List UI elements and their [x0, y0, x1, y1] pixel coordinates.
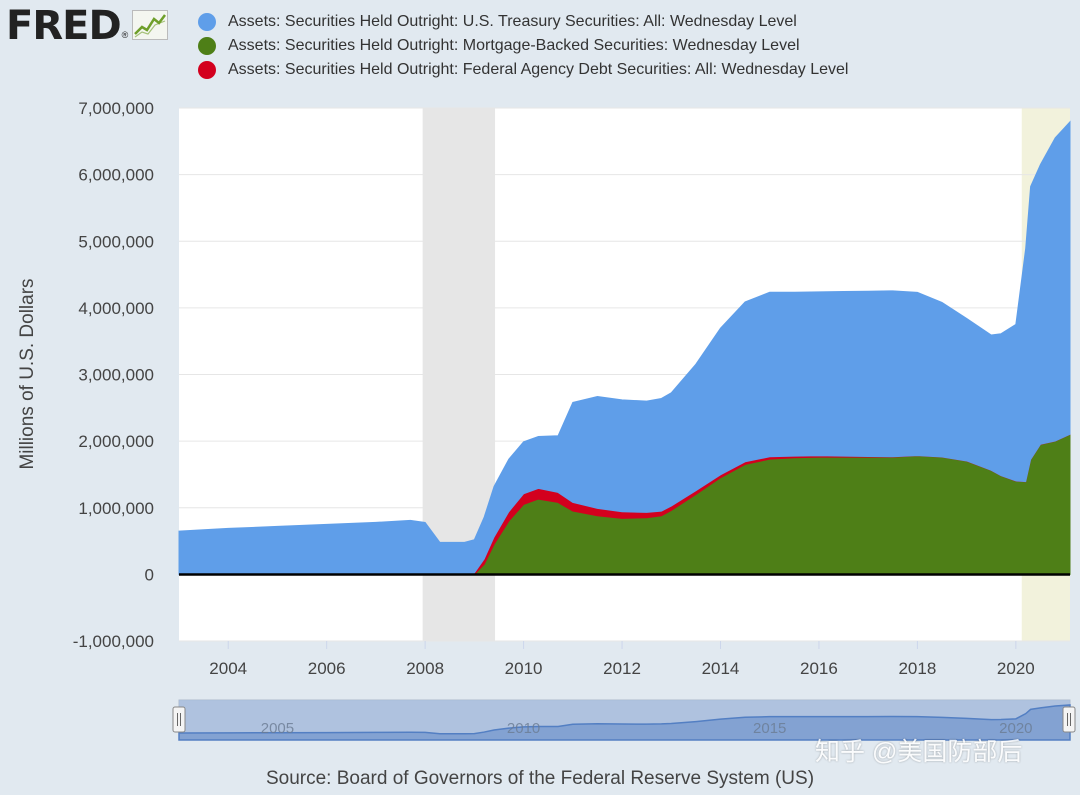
navigator-handle-right[interactable]: [1062, 706, 1076, 733]
legend-label: Assets: Securities Held Outright: Federa…: [228, 61, 849, 78]
logo-text: FRED: [6, 3, 122, 49]
y-tick-label: 2,000,000: [78, 432, 154, 451]
y-tick-label: 5,000,000: [78, 232, 154, 251]
x-tick-label: 2006: [308, 659, 346, 678]
x-tick-label: 2004: [209, 659, 247, 678]
x-tick-label: 2020: [997, 659, 1035, 678]
navigator-series: [178, 704, 1071, 741]
source-note: Source: Board of Governors of the Federa…: [265, 768, 815, 789]
x-tick-labels: 2004 2006 2008 2010 2012 2014 2016 2018 2020: [209, 641, 1035, 678]
y-tick-labels: 7,000,000 6,000,000 5,000,000 4,000,000 3,00…: [73, 99, 154, 651]
legend-marker: [198, 61, 216, 79]
navigator-tick-label: 2015: [753, 720, 786, 737]
navigator-tick-label: 2010: [507, 720, 540, 737]
x-tick-label: 2014: [702, 659, 740, 678]
line-chart-icon: [132, 10, 169, 45]
chart-legend: Assets: Securities Held Outright: U.S. T…: [198, 10, 848, 82]
watermark: 知乎 @美国防部后: [815, 738, 1023, 766]
legend-marker: [198, 13, 216, 31]
series-area-treasury[interactable]: [178, 120, 1071, 575]
navigator-area: [178, 704, 1071, 741]
y-tick-label: 7,000,000: [78, 99, 154, 118]
y-tick-label: -1,000,000: [73, 632, 154, 651]
navigator-handle-left[interactable]: [172, 706, 186, 733]
legend-item[interactable]: Assets: Securities Held Outright: U.S. T…: [198, 10, 848, 34]
x-tick-label: 2018: [898, 659, 936, 678]
legend-label: Assets: Securities Held Outright: Mortga…: [228, 37, 800, 54]
chart-header: FRED ® Assets: Securities Held Outright:…: [0, 0, 1080, 95]
range-navigator[interactable]: 2005 2010 2015 2020: [172, 699, 1076, 741]
legend-label: Assets: Securities Held Outright: U.S. T…: [228, 13, 797, 30]
y-tick-label: 3,000,000: [78, 366, 154, 385]
x-tick-label: 2012: [603, 659, 641, 678]
series-areas: [178, 120, 1071, 575]
legend-item[interactable]: Assets: Securities Held Outright: Mortga…: [198, 34, 848, 58]
y-tick-label: 0: [145, 565, 154, 584]
registered-mark: ®: [121, 30, 129, 40]
legend-marker: [198, 37, 216, 55]
x-tick-label: 2016: [800, 659, 838, 678]
navigator-tick-label: 2020: [999, 720, 1032, 737]
navigator-tick-labels: 2005 2010 2015 2020: [261, 720, 1033, 737]
y-tick-label: 6,000,000: [78, 166, 154, 185]
y-tick-label: 1,000,000: [78, 499, 154, 518]
navigator-tick-label: 2005: [261, 720, 294, 737]
x-tick-label: 2010: [505, 659, 543, 678]
legend-item[interactable]: Assets: Securities Held Outright: Federa…: [198, 58, 848, 82]
x-tick-label: 2008: [406, 659, 444, 678]
fred-logo[interactable]: FRED ®: [6, 3, 169, 49]
y-tick-label: 4,000,000: [78, 299, 154, 318]
